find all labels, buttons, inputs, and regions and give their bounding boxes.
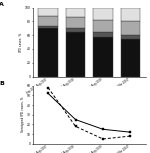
Bar bbox=[93, 37, 112, 76]
Bar bbox=[66, 32, 85, 76]
Text: A: A bbox=[0, 2, 4, 7]
Bar bbox=[66, 8, 85, 17]
Bar bbox=[93, 8, 112, 20]
Bar bbox=[66, 28, 85, 32]
Bar bbox=[121, 8, 140, 21]
Text: B: B bbox=[0, 81, 4, 86]
Bar bbox=[121, 35, 140, 39]
Bar bbox=[39, 8, 58, 16]
Bar bbox=[121, 39, 140, 76]
Bar bbox=[39, 16, 58, 26]
Bar bbox=[93, 20, 112, 32]
Y-axis label: IPD cases, %: IPD cases, % bbox=[19, 32, 23, 52]
Y-axis label: Serotyped IPD cases, %: Serotyped IPD cases, % bbox=[21, 97, 25, 132]
Bar bbox=[66, 17, 85, 28]
Bar bbox=[39, 26, 58, 28]
Bar bbox=[39, 28, 58, 76]
Bar bbox=[93, 32, 112, 37]
Bar bbox=[121, 21, 140, 35]
